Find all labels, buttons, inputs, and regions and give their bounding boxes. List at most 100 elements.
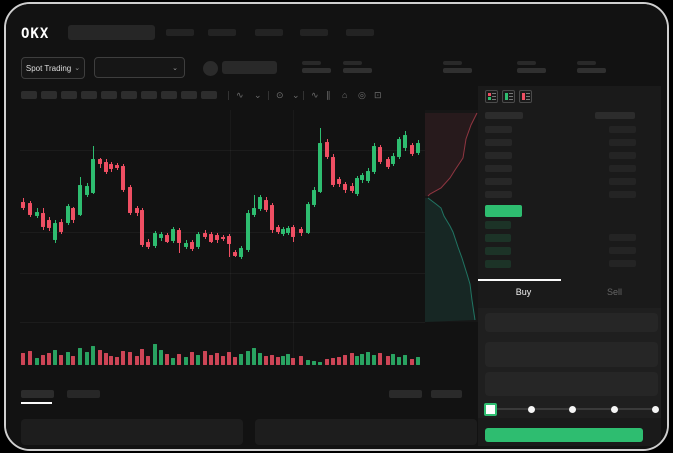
volume-bar [325,359,329,365]
candle-style-icon[interactable]: ∿ [236,90,244,100]
volume-bar [203,351,207,365]
candle [135,208,139,213]
line-chart-icon[interactable]: ∿ [311,90,319,100]
book-bids-icon[interactable] [502,90,515,103]
candle [203,233,207,237]
ask-price-placeholder[interactable] [485,139,512,146]
slider-stop[interactable] [528,406,535,413]
candle [66,206,70,223]
indicators-chevron-icon[interactable]: ⌄ [292,90,300,100]
candle [391,156,395,164]
nav-item-placeholder[interactable] [346,29,374,36]
indicators-icon[interactable]: ⊙ [276,90,284,100]
candle [209,234,213,242]
book-asks-icon[interactable] [519,90,532,103]
volume-bar [337,357,341,365]
interval-button-placeholder[interactable] [21,91,37,99]
open-orders-placeholder[interactable] [21,419,243,445]
interval-button-placeholder[interactable] [161,91,177,99]
volume-bar [140,349,144,365]
interval-button-placeholder[interactable] [81,91,97,99]
fullscreen-icon[interactable]: ⊡ [374,90,382,100]
bottom-action-2[interactable] [431,390,462,398]
order-history-placeholder[interactable] [255,419,477,445]
market-type-selector[interactable]: Spot Trading ⌄ [21,57,85,79]
candle [190,242,194,249]
volume-bar [312,361,316,365]
nav-item-placeholder[interactable] [166,29,194,36]
book-all-icon[interactable] [485,90,498,103]
bid-price-placeholder[interactable] [485,247,511,255]
trade-tabs: Buy Sell [478,279,661,307]
ask-amount-placeholder [609,165,636,172]
search-bar-placeholder[interactable] [68,25,155,40]
amount-input[interactable] [485,342,658,367]
stat-label-placeholder [302,61,321,65]
pair-selector-dropdown[interactable]: ⌄ [94,57,185,78]
ask-price-placeholder[interactable] [485,152,512,159]
interval-chevron-icon[interactable]: ⌄ [254,90,262,100]
interval-button-placeholder[interactable] [141,91,157,99]
slider-stop[interactable] [569,406,576,413]
ask-price-placeholder[interactable] [485,126,512,133]
okx-logo[interactable]: OKX [21,26,50,42]
volume-bar [318,362,322,365]
tab-buy[interactable]: Buy [515,287,532,297]
slider-stop[interactable] [652,406,659,413]
slider-handle[interactable] [484,403,497,416]
interval-button-placeholder[interactable] [201,91,217,99]
volume-bar [350,353,354,365]
stat-label-placeholder [577,61,596,65]
compare-icon[interactable]: ∥ [326,90,331,100]
chevron-down-icon: ⌄ [172,64,178,72]
tab-sell[interactable]: Sell [606,287,622,297]
interval-button-placeholder[interactable] [101,91,117,99]
nav-item-placeholder[interactable] [255,29,283,36]
candle [196,234,200,247]
camera-icon[interactable]: ⌂ [342,90,348,100]
ask-price-placeholder[interactable] [485,178,512,185]
last-price-highlight[interactable] [485,205,522,217]
bid-price-placeholder[interactable] [485,260,511,268]
nav-item-placeholder[interactable] [208,29,236,36]
chart-gridline [20,322,425,323]
interval-button-placeholder[interactable] [41,91,57,99]
candle [59,222,63,232]
ask-price-placeholder[interactable] [485,165,512,172]
candle-wick [229,234,230,257]
stat-value-placeholder [577,68,606,73]
slider-stop[interactable] [611,406,618,413]
candle [252,208,256,215]
volume-bar [246,351,250,365]
depth-chart [425,110,478,322]
active-tab-indicator [478,279,561,281]
volume-bar [196,355,200,365]
candle [115,165,119,168]
interval-button-placeholder[interactable] [181,91,197,99]
candle [233,252,237,256]
volume-bar [128,352,132,365]
chart-gridline [20,150,425,151]
price-input[interactable] [485,313,658,332]
volume-bar [366,352,370,365]
nav-item-placeholder[interactable] [300,29,328,36]
ask-amount-placeholder [609,152,636,159]
volume-bar [171,358,175,365]
depth-asks [425,113,477,196]
interval-button-placeholder[interactable] [61,91,77,99]
bid-price-placeholder[interactable] [485,234,511,242]
bottom-tab-2[interactable] [67,390,100,398]
candle [91,159,95,193]
bottom-action-1[interactable] [389,390,422,398]
candle [140,210,144,245]
buy-submit-button[interactable] [485,428,643,442]
settings-icon[interactable]: ◎ [358,90,366,100]
candle [159,234,163,238]
total-input[interactable] [485,372,658,396]
ask-price-placeholder[interactable] [485,191,512,198]
bottom-tab-1[interactable] [21,390,54,398]
candle [291,227,295,237]
volume-bar [355,356,359,365]
interval-button-placeholder[interactable] [121,91,137,99]
bid-price-placeholder[interactable] [485,221,511,229]
